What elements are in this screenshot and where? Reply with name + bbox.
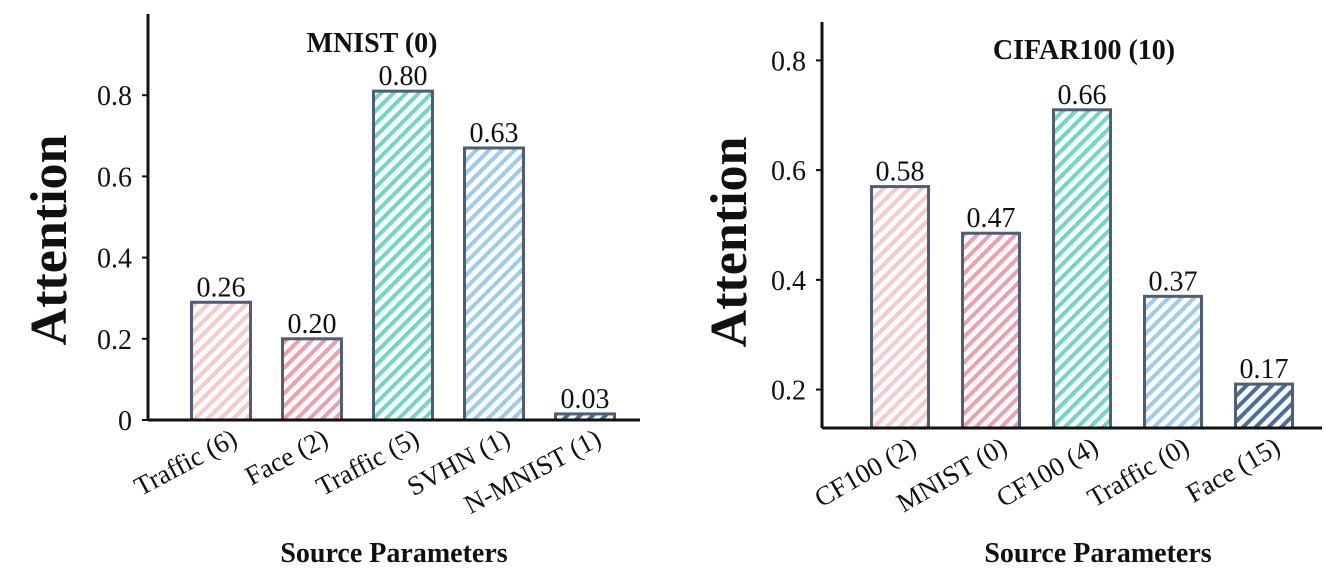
category-label: CF100 (4) <box>991 431 1103 513</box>
y-tick-label: 0.8 <box>771 46 806 77</box>
x-axis-label: Source Parameters <box>280 538 507 569</box>
y-tick-label: 0.4 <box>97 244 132 275</box>
data-label: 0.47 <box>967 203 1016 234</box>
bar-traffic-0 <box>1143 294 1203 430</box>
category-label: Traffic (5) <box>311 423 424 502</box>
category-label: Traffic (6) <box>129 423 242 502</box>
y-axis-label: Attention <box>21 134 78 345</box>
y-tick-label: 0.6 <box>97 162 132 193</box>
y-tick-label: 0 <box>118 406 132 437</box>
bar-face-15 <box>1234 382 1294 430</box>
data-label: 0.58 <box>876 157 925 188</box>
data-label: 0.37 <box>1149 266 1198 297</box>
bar-cf100-2 <box>870 185 930 430</box>
x-axis-label: Source Parameters <box>984 538 1211 569</box>
y-tick-label: 0.4 <box>771 266 806 297</box>
chart-title: MNIST (0) <box>307 28 438 59</box>
bar-traffic-6 <box>190 300 252 422</box>
bar-face-2 <box>281 337 343 422</box>
category-label: Face (15) <box>1181 431 1285 508</box>
y-axis-label: Attention <box>701 136 758 347</box>
data-label: 0.17 <box>1240 354 1289 385</box>
bar-mnist-0 <box>961 231 1021 430</box>
data-label: 0.66 <box>1058 80 1107 111</box>
data-label: 0.80 <box>379 61 428 92</box>
y-tick-label: 0.6 <box>771 156 806 187</box>
bar-traffic-5 <box>372 89 434 422</box>
data-label: 0.63 <box>470 118 519 149</box>
data-label: 0.20 <box>288 309 337 340</box>
bar-cf100-4 <box>1052 108 1112 430</box>
y-tick-label: 0.2 <box>771 376 806 407</box>
y-tick-label: 0.2 <box>97 325 132 356</box>
chart-title: CIFAR100 (10) <box>993 35 1175 66</box>
data-label: 0.26 <box>197 272 246 303</box>
bar-svhn-1 <box>463 146 525 422</box>
y-tick-label: 0.8 <box>97 81 132 112</box>
data-label: 0.03 <box>561 384 610 415</box>
category-label: Traffic (0) <box>1082 431 1194 513</box>
